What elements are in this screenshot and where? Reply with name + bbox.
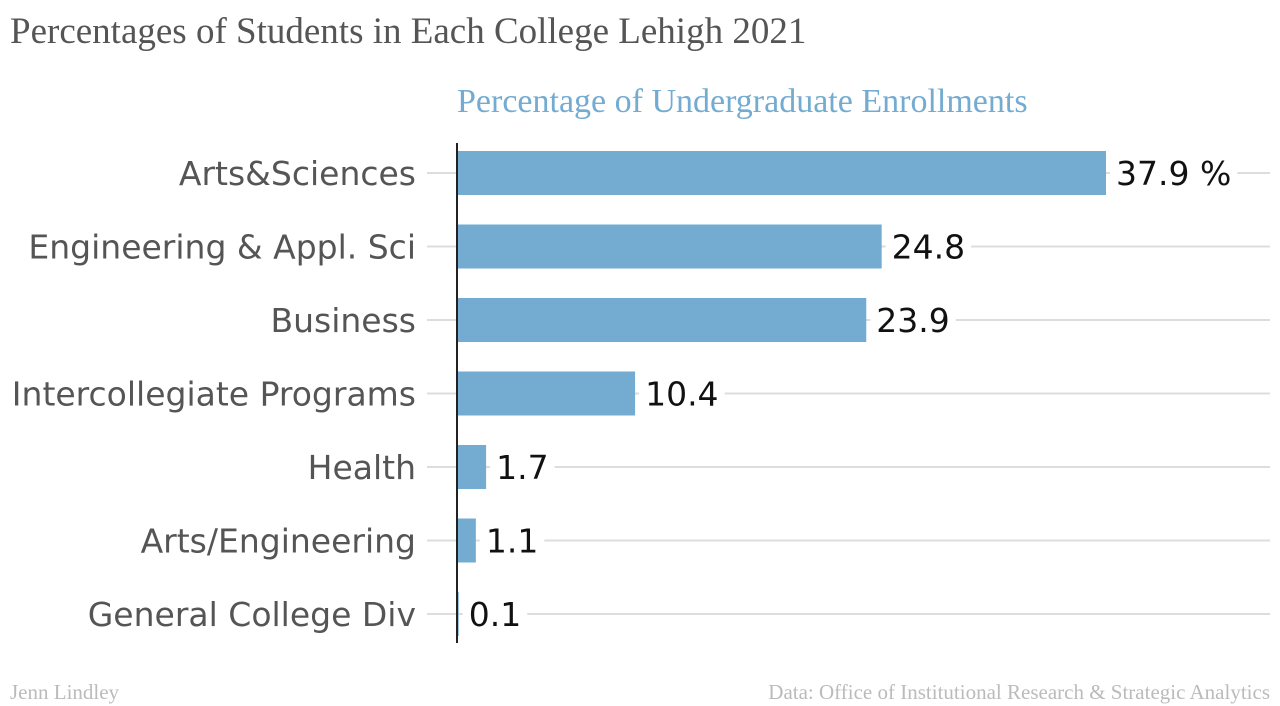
category-label: Health (308, 448, 416, 487)
category-labels: Arts&Sciences Engineering & Appl. Sci Busi… (12, 154, 416, 634)
series-title: Percentage of Undergraduate Enrollments (457, 83, 1028, 120)
bar (457, 298, 867, 342)
category-label: Arts&Sciences (179, 154, 416, 193)
footer-source: Data: Office of Institutional Research &… (768, 680, 1270, 704)
category-label: Arts/Engineering (141, 522, 416, 561)
category-label: Engineering & Appl. Sci (28, 228, 416, 267)
value-label: 1.7 (496, 448, 548, 487)
value-label: 10.4 (645, 375, 718, 414)
value-label-background (1110, 159, 1238, 187)
value-label: 0.1 (469, 595, 521, 634)
value-label-background (639, 379, 725, 408)
value-label-background (462, 600, 528, 628)
footer-credit: Jenn Lindley (10, 680, 120, 704)
bar (457, 151, 1106, 195)
value-labels: 37.9 % 24.8 23.9 10.4 1.7 1.1 0.1 (462, 154, 1238, 634)
value-label-background (490, 453, 555, 481)
category-label: Business (270, 301, 416, 340)
bars (457, 151, 1106, 636)
chart-title: Percentages of Students in Each College … (10, 11, 807, 52)
value-label: 1.1 (486, 522, 538, 561)
category-label: General College Div (88, 595, 416, 634)
bar (457, 224, 882, 269)
category-label: Intercollegiate Programs (12, 375, 416, 414)
value-label: 24.8 (892, 228, 965, 267)
value-label-background (870, 306, 956, 334)
value-label-background (885, 232, 972, 261)
bar (457, 518, 476, 563)
value-label: 37.9 % (1116, 154, 1231, 193)
bar (457, 445, 487, 489)
bar (457, 371, 636, 416)
value-label-background (479, 526, 545, 555)
value-label: 23.9 (876, 301, 949, 340)
